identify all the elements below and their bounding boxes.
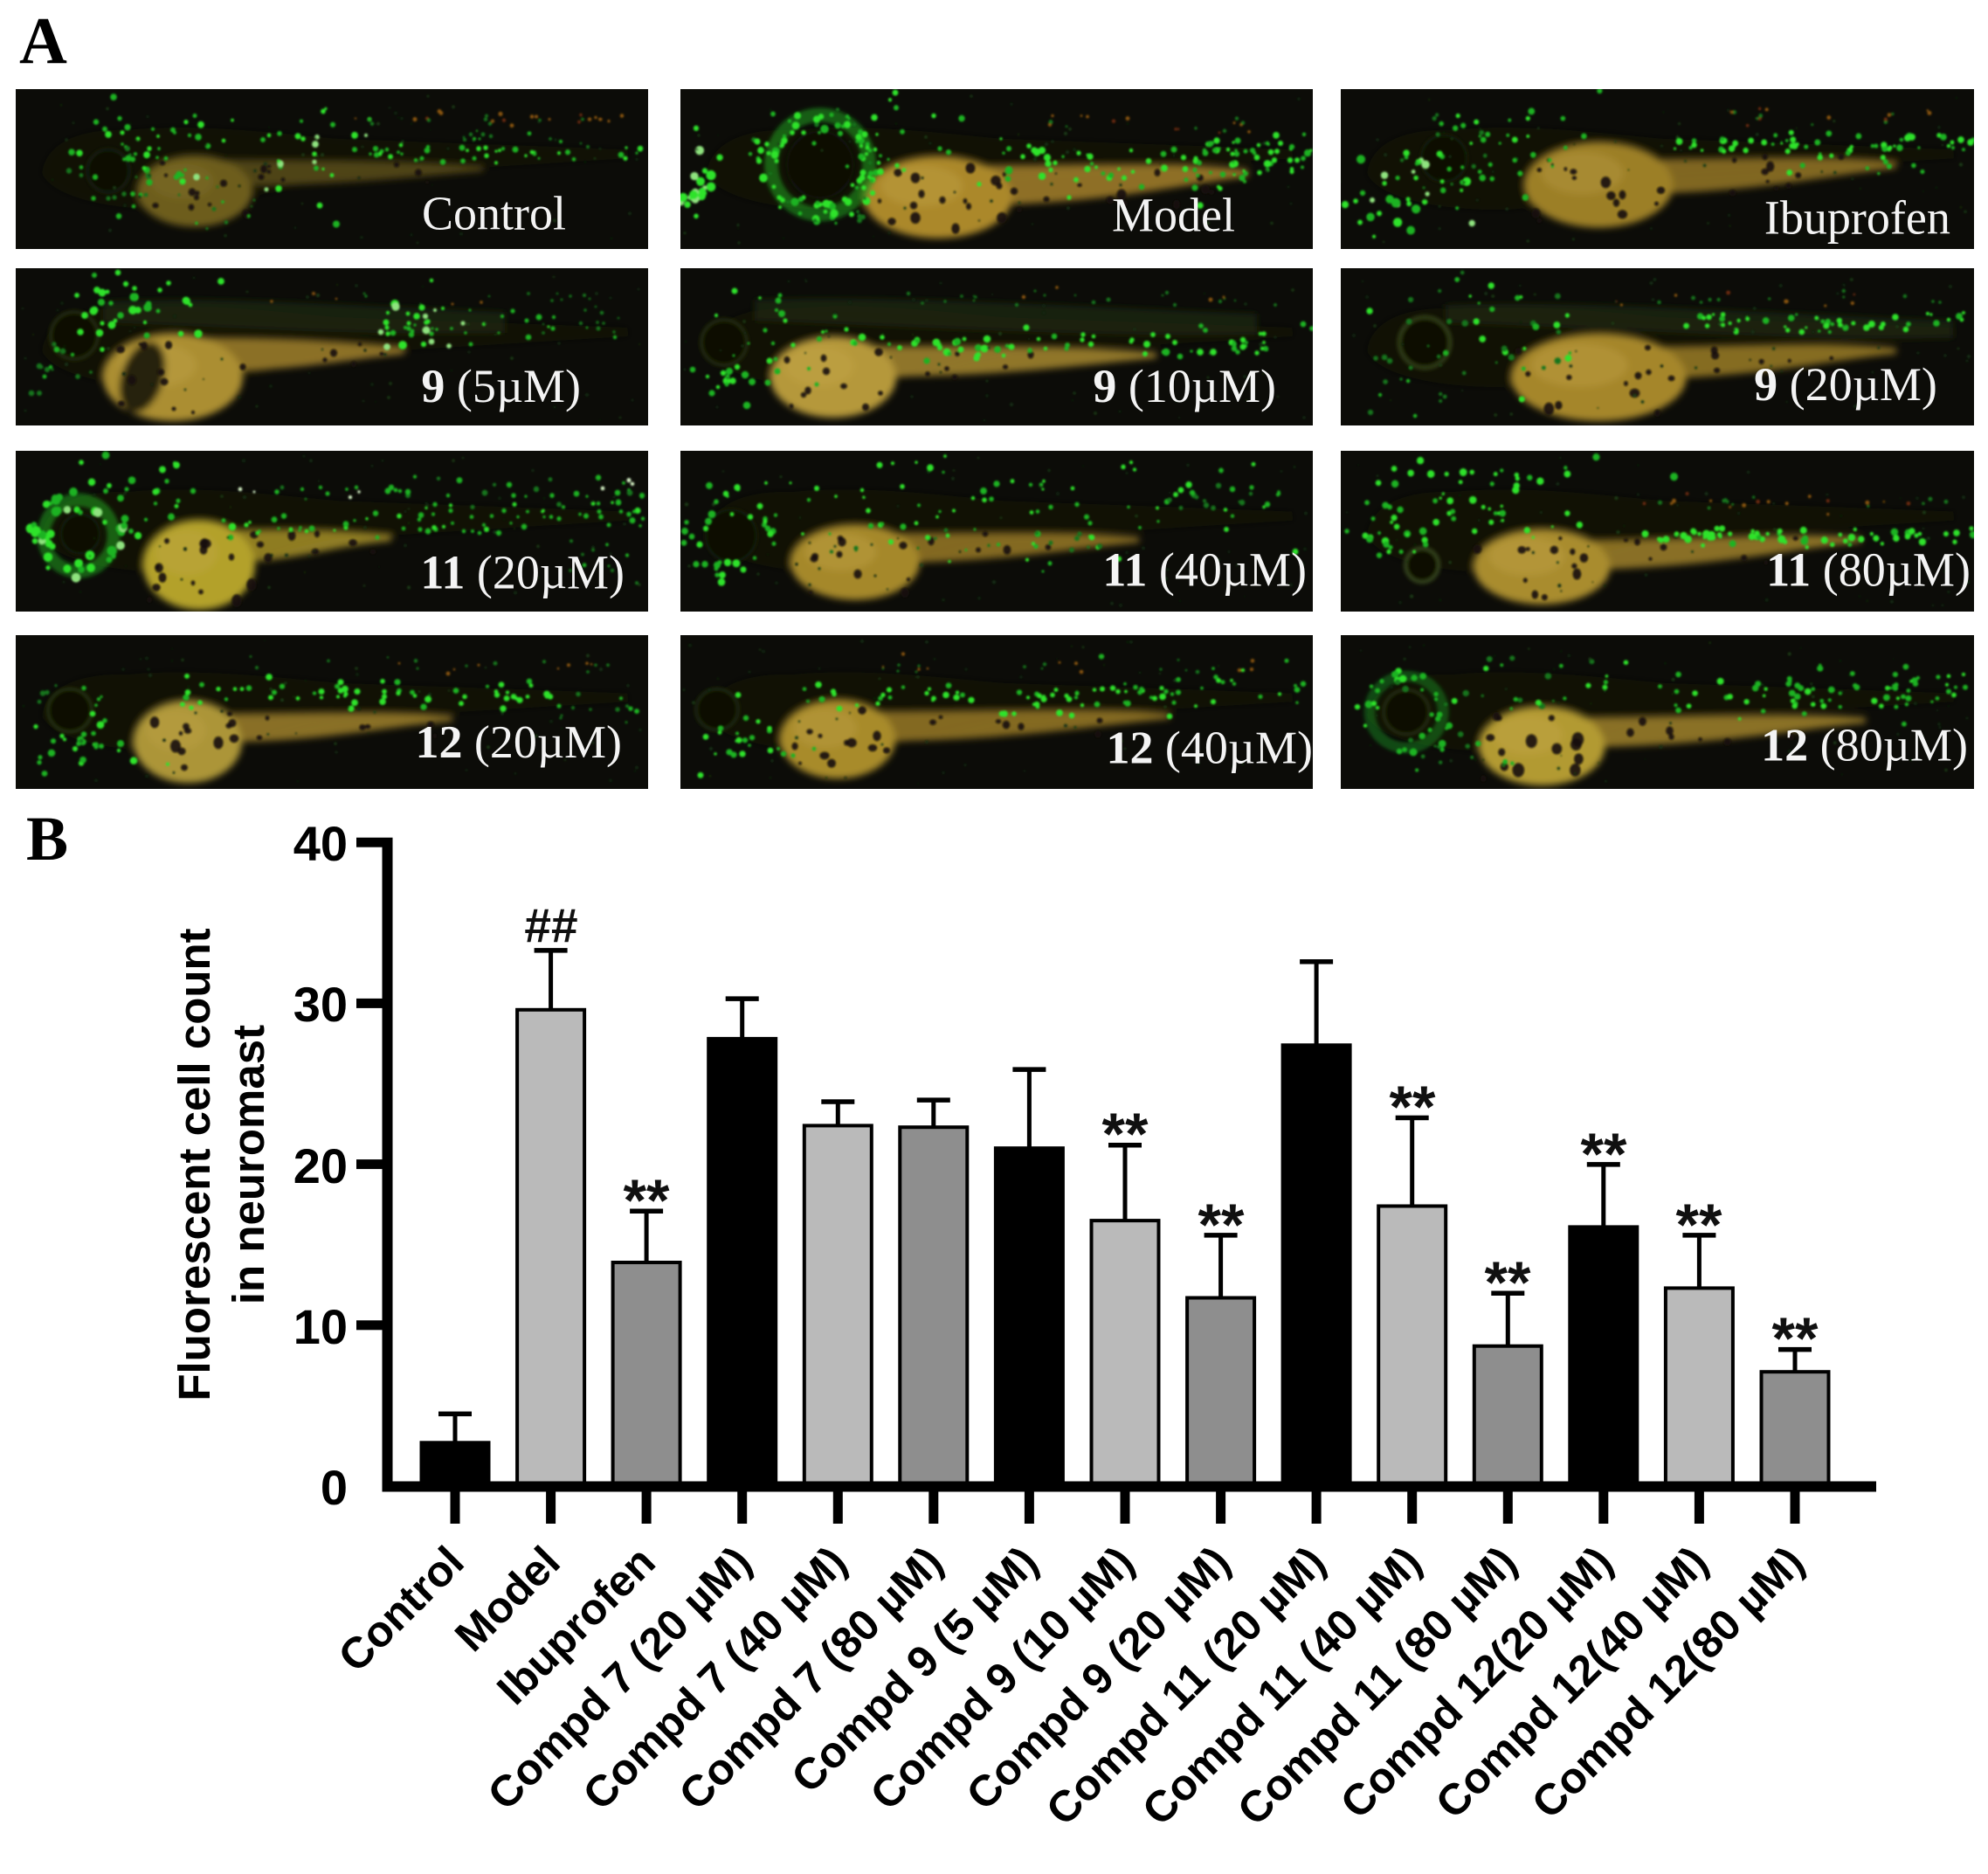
svg-text:**: **: [1102, 1101, 1149, 1167]
svg-text:30: 30: [293, 977, 348, 1032]
svg-text:Control: Control: [422, 186, 566, 240]
svg-text:**: **: [1390, 1074, 1436, 1140]
svg-text:B: B: [26, 804, 68, 874]
svg-text:Fluorescent cell count: Fluorescent cell count: [169, 928, 219, 1400]
svg-text:Control: Control: [329, 1537, 473, 1681]
svg-text:in neuromast: in neuromast: [224, 1025, 273, 1304]
svg-text:12 (40µM): 12 (40µM): [1106, 722, 1313, 773]
svg-text:9 (20µM): 9 (20µM): [1754, 358, 1937, 411]
svg-text:20: 20: [293, 1138, 348, 1193]
svg-text:**: **: [1581, 1121, 1627, 1187]
svg-text:40: 40: [293, 816, 348, 871]
svg-text:**: **: [1772, 1305, 1819, 1372]
svg-text:9 (10µM): 9 (10µM): [1093, 360, 1276, 412]
svg-text:##: ##: [524, 898, 577, 952]
svg-text:12 (80µM): 12 (80µM): [1761, 719, 1968, 771]
svg-text:9 (5µM): 9 (5µM): [421, 360, 581, 412]
svg-text:11 (40µM): 11 (40µM): [1102, 543, 1307, 597]
svg-text:**: **: [1485, 1249, 1531, 1316]
svg-text:Ibuprofen: Ibuprofen: [1764, 190, 1950, 244]
svg-text:**: **: [1198, 1192, 1245, 1258]
svg-text:11 (20µM): 11 (20µM): [420, 545, 625, 599]
svg-text:Model: Model: [1112, 188, 1235, 242]
svg-text:12 (20µM): 12 (20µM): [415, 716, 622, 767]
svg-text:11 (80µM): 11 (80µM): [1766, 543, 1971, 597]
svg-text:**: **: [1676, 1192, 1722, 1258]
svg-text:**: **: [624, 1167, 670, 1234]
svg-text:0: 0: [321, 1460, 348, 1515]
svg-text:10: 10: [293, 1299, 348, 1354]
